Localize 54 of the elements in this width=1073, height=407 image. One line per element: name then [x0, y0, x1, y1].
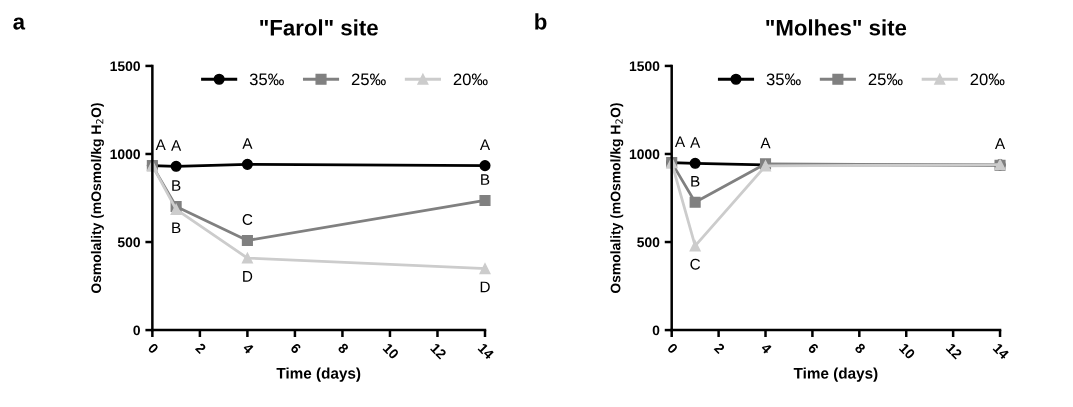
x-tick-label: 4 — [242, 342, 255, 355]
y-tick-label: 500 — [117, 237, 140, 248]
annotation: A — [171, 140, 182, 151]
y-tick-label: 0 — [652, 325, 660, 336]
y-axis-title: Osmolality (mOsmol/kg H$_{2}$O) — [610, 103, 624, 294]
chart-title: "Farol" site — [260, 19, 378, 36]
x-tick-label: 12 — [945, 342, 963, 360]
chart-title: "Molhes" site — [766, 19, 907, 36]
legend-label: 20‰ — [453, 73, 488, 86]
x-tick-label: 10 — [382, 342, 400, 360]
text: a — [13, 17, 26, 30]
annotation: C — [690, 258, 701, 270]
y-tick-label: 1000 — [629, 149, 660, 160]
x-tick-label: 2 — [194, 342, 207, 355]
legend-label: 25‰ — [868, 73, 903, 86]
y-axis-title: Osmolality (mOsmol/kg H$_{2}$O) — [90, 103, 104, 294]
annotation: B — [481, 174, 490, 185]
annotation: A — [760, 137, 771, 149]
legend-label: 25‰ — [351, 73, 386, 86]
annotation: D — [243, 271, 253, 282]
annotation: A — [479, 139, 491, 150]
x-tick-label: 12 — [430, 342, 447, 360]
x-tick-label: 0 — [147, 342, 160, 355]
x-tick-label: 4 — [760, 342, 773, 355]
y-tick-label: 1500 — [110, 61, 140, 72]
x-tick-label: 14 — [477, 342, 495, 360]
annotation: B — [691, 176, 700, 187]
x-tick-label: 2 — [713, 342, 726, 355]
x-tick-label: 10 — [898, 342, 916, 360]
annotation: A — [690, 137, 701, 148]
y-tick-label: 500 — [637, 237, 660, 248]
annotation: A — [674, 136, 686, 147]
x-axis-title: Time (days) — [276, 367, 361, 382]
y-tick-label: 1000 — [110, 149, 140, 160]
x-tick-label: 6 — [807, 342, 820, 355]
x-axis-title: Time (days) — [793, 367, 878, 382]
y-tick-label: 1500 — [629, 61, 660, 72]
annotation: A — [994, 138, 1006, 149]
x-tick-label: 14 — [992, 342, 1010, 360]
y-tick-label: 0 — [133, 325, 140, 336]
x-tick-label: 8 — [337, 342, 350, 355]
x-tick-label: 8 — [854, 342, 867, 355]
text: b — [535, 13, 547, 30]
legend-label: 20‰ — [970, 73, 1005, 86]
x-tick-label: 6 — [289, 342, 302, 355]
annotation: C — [242, 214, 253, 225]
annotation: D — [480, 281, 490, 293]
annotation: A — [242, 138, 253, 149]
legend-label: 35‰ — [249, 73, 284, 86]
annotation: A — [155, 139, 166, 150]
annotation: B — [172, 222, 181, 234]
x-tick-label: 0 — [666, 342, 679, 355]
legend-label: 35‰ — [766, 73, 801, 86]
annotation: B — [172, 180, 181, 191]
